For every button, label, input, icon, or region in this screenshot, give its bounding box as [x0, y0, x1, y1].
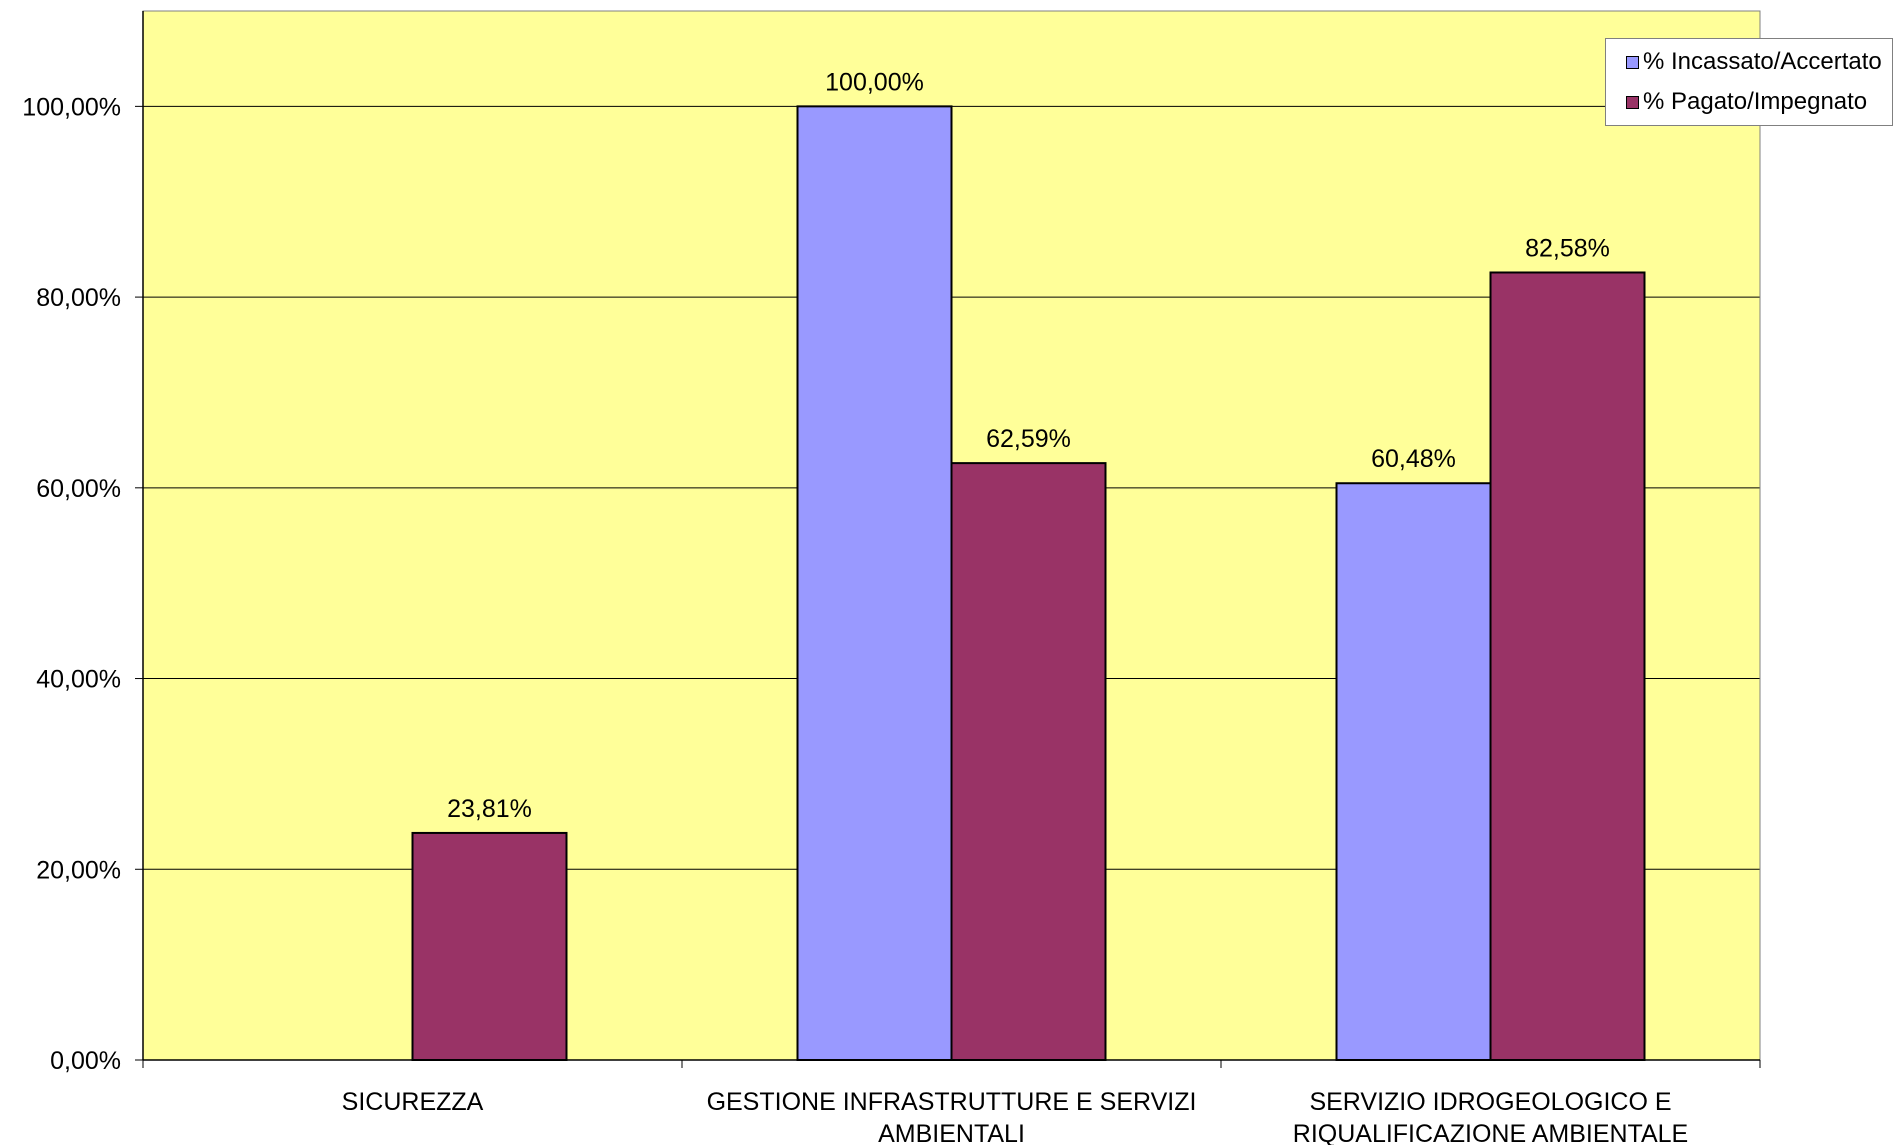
y-tick-label: 100,00% — [22, 93, 121, 121]
data-label: 100,00% — [825, 68, 924, 96]
x-category-label: SERVIZIO IDROGEOLOGICO E — [1309, 1088, 1671, 1116]
legend-item-incassato: % Incassato/Accertato — [1626, 47, 1882, 77]
bar — [411, 831, 568, 1062]
x-category-label: RIQUALIFICAZIONE AMBIENTALE — [1293, 1120, 1688, 1145]
plot-area: 0,00% 20,00% 40,00% 60,00% 80,00% 100,00% SICU… — [22, 10, 1761, 1145]
legend-swatch-incassato — [1626, 55, 1639, 69]
x-category-label: AMBIENTALI — [878, 1120, 1025, 1145]
y-tick-label: 20,00% — [36, 856, 121, 884]
y-tick-label: 60,00% — [36, 475, 121, 503]
data-label: 23,81% — [447, 795, 532, 823]
x-category-label: GESTIONE INFRASTRUTTURE E SERVIZI — [707, 1088, 1197, 1116]
x-category-label: SICUREZZA — [342, 1088, 484, 1116]
legend-label-incassato: % Incassato/Accertato — [1643, 48, 1882, 75]
legend-label-pagato: % Pagato/Impegnato — [1643, 88, 1868, 115]
legend-swatch-pagato — [1626, 95, 1639, 109]
y-tick-label: 80,00% — [36, 284, 121, 312]
y-tick-label: 40,00% — [36, 666, 121, 694]
bar — [1489, 271, 1646, 1062]
data-label: 82,58% — [1525, 234, 1610, 262]
legend: % Incassato/Accertato % Pagato/Impegnato — [1605, 38, 1893, 126]
y-tick-label: 0,00% — [50, 1047, 121, 1075]
legend-item-pagato: % Pagato/Impegnato — [1626, 87, 1867, 117]
data-label: 62,59% — [986, 425, 1071, 453]
bar — [1335, 482, 1492, 1061]
bar — [950, 462, 1107, 1061]
data-label: 60,48% — [1371, 445, 1456, 473]
bar — [796, 105, 953, 1061]
